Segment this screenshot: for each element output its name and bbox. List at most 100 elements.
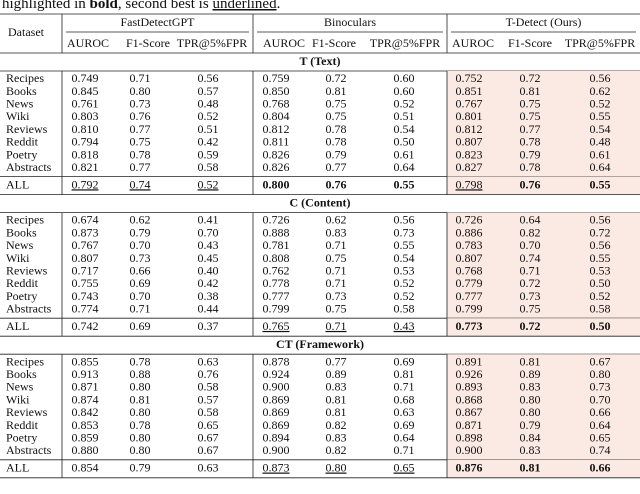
cell: 0.853 <box>72 418 99 432</box>
cell: 0.827 <box>456 160 483 174</box>
cell: 0.765 <box>263 319 290 333</box>
cell: 0.64 <box>394 160 415 174</box>
cell: 0.913 <box>72 367 99 381</box>
cell: 0.83 <box>326 380 347 394</box>
cell: 0.926 <box>456 367 483 381</box>
column-header: AUROC <box>452 36 494 50</box>
cell: 0.83 <box>520 380 541 394</box>
cell: 0.60 <box>394 84 415 98</box>
cell: 0.759 <box>263 71 290 85</box>
cell: 0.674 <box>72 213 99 227</box>
cell: 0.804 <box>263 109 290 123</box>
cell: 0.876 <box>456 461 483 475</box>
cell: 0.717 <box>72 264 99 278</box>
highlight-bg <box>447 318 640 337</box>
cell: 0.878 <box>263 354 290 368</box>
cell: 0.56 <box>198 71 219 85</box>
column-header: F1-Score <box>126 36 170 50</box>
cell: 0.71 <box>326 276 347 290</box>
cell: 0.62 <box>590 84 611 98</box>
cell: 0.89 <box>326 367 347 381</box>
cell: 0.78 <box>520 135 541 149</box>
caption-run: , second best is <box>118 0 213 12</box>
cell: 0.80 <box>130 84 151 98</box>
cell: 0.55 <box>590 251 611 265</box>
row-label: News <box>6 380 34 394</box>
row-label: Recipes <box>6 71 44 85</box>
cell: 0.42 <box>198 276 219 290</box>
cell: 0.65 <box>394 461 415 475</box>
cell: 0.778 <box>263 276 290 290</box>
cell: 0.64 <box>590 160 611 174</box>
cell: 0.43 <box>394 319 415 333</box>
row-label: Reddit <box>6 418 39 432</box>
cell: 0.873 <box>72 225 99 239</box>
cell: 0.81 <box>130 392 151 406</box>
row-label: Abstracts <box>6 443 52 457</box>
cell: 0.823 <box>456 147 483 161</box>
cell: 0.80 <box>326 461 347 475</box>
cell: 0.924 <box>263 367 290 381</box>
caption: highlighted in bold, second best is unde… <box>2 0 280 12</box>
cell: 0.873 <box>263 461 290 475</box>
cell: 0.871 <box>72 380 99 394</box>
cell: 0.66 <box>590 461 611 475</box>
cell: 0.71 <box>326 238 347 252</box>
cell: 0.73 <box>130 97 151 111</box>
cell: 0.54 <box>590 122 611 136</box>
cell: 0.743 <box>72 289 99 303</box>
cell: 0.52 <box>198 177 219 191</box>
cell: 0.888 <box>263 225 290 239</box>
cell: 0.61 <box>590 147 611 161</box>
cell: 0.52 <box>394 289 415 303</box>
row-label: Poetry <box>6 147 37 161</box>
cell: 0.792 <box>72 177 99 191</box>
cell: 0.72 <box>590 225 611 239</box>
cell: 0.800 <box>263 177 290 191</box>
cell: 0.779 <box>456 276 483 290</box>
cell: 0.51 <box>198 122 219 136</box>
cell: 0.75 <box>130 135 151 149</box>
cell: 0.50 <box>590 319 611 333</box>
cell: 0.808 <box>263 251 290 265</box>
cell: 0.37 <box>198 319 219 333</box>
cell: 0.859 <box>72 431 99 445</box>
cell: 0.69 <box>130 276 151 290</box>
cell: 0.767 <box>456 97 483 111</box>
cell: 0.69 <box>130 319 151 333</box>
cell: 0.59 <box>198 147 219 161</box>
cell: 0.77 <box>130 122 151 136</box>
cell: 0.58 <box>198 405 219 419</box>
cell: 0.768 <box>263 97 290 111</box>
cell: 0.78 <box>130 147 151 161</box>
cell: 0.79 <box>130 225 151 239</box>
cell: 0.886 <box>456 225 483 239</box>
cell: 0.77 <box>520 122 541 136</box>
cell: 0.781 <box>263 238 290 252</box>
cell: 0.777 <box>456 289 483 303</box>
cell: 0.58 <box>198 380 219 394</box>
cell: 0.75 <box>326 251 347 265</box>
cell: 0.762 <box>263 264 290 278</box>
cell: 0.726 <box>263 213 290 227</box>
cell: 0.58 <box>590 302 611 316</box>
cell: 0.810 <box>72 122 99 136</box>
cell: 0.81 <box>326 84 347 98</box>
cell: 0.755 <box>72 276 99 290</box>
cell: 0.55 <box>394 177 415 191</box>
column-header: F1-Score <box>312 36 356 50</box>
cell: 0.799 <box>263 302 290 316</box>
cell: 0.76 <box>520 177 541 191</box>
cell: 0.799 <box>456 302 483 316</box>
cell: 0.54 <box>394 251 415 265</box>
row-label: Reddit <box>6 276 39 290</box>
cell: 0.742 <box>72 319 99 333</box>
cell: 0.71 <box>130 71 151 85</box>
cell: 0.58 <box>394 302 415 316</box>
cell: 0.52 <box>394 97 415 111</box>
cell: 0.50 <box>590 276 611 290</box>
cell: 0.50 <box>394 135 415 149</box>
cell: 0.75 <box>520 97 541 111</box>
cell: 0.807 <box>72 251 99 265</box>
row-label: Books <box>6 225 37 239</box>
